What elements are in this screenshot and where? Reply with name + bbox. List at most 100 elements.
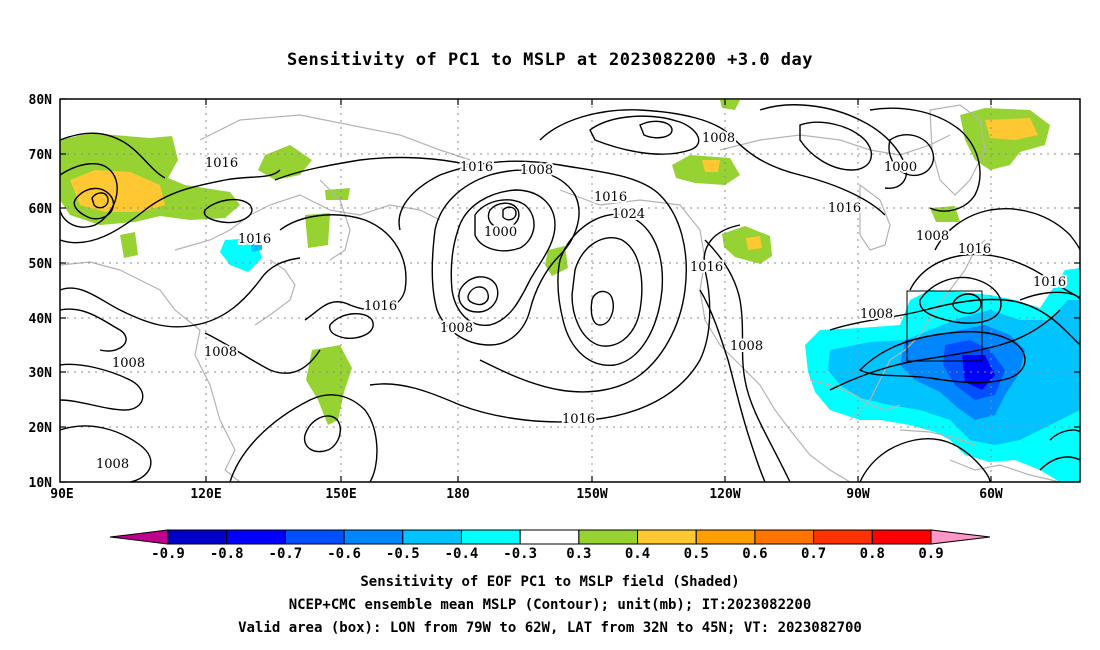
lon-label: 90E <box>50 487 73 502</box>
colorbar-swatch <box>754 529 815 545</box>
isobar <box>274 156 471 181</box>
shade-positive-region <box>306 345 352 425</box>
isobar <box>952 293 982 315</box>
lon-label: 150W <box>576 487 607 502</box>
isobar <box>303 415 342 453</box>
contour-label: 1016 <box>562 412 595 427</box>
isobar <box>919 276 1002 324</box>
contour-label: 1016 <box>594 190 627 205</box>
isobar <box>474 199 535 252</box>
coastline-greenland <box>929 104 986 196</box>
coastline-caribbean <box>899 429 976 446</box>
contour-label: 1008 <box>702 131 735 146</box>
lat-label: 60N <box>29 202 53 217</box>
isobar <box>829 309 1061 391</box>
colorbar-tick-label: 0.5 <box>684 546 709 562</box>
coastline-south-america <box>949 459 1061 482</box>
coastline-gulf <box>809 379 901 411</box>
lat-label: 80N <box>29 93 53 108</box>
coastline-japan <box>254 259 296 326</box>
contour-label: 1008 <box>440 321 473 336</box>
isobar <box>869 107 981 212</box>
lon-label: 120W <box>709 487 740 502</box>
lon-label: 120E <box>190 487 221 502</box>
coastline-asia <box>60 261 241 482</box>
shade-positive-core <box>985 118 1038 140</box>
shade-positive-core <box>746 236 762 250</box>
colorbar-tick-label: -0.4 <box>445 546 479 562</box>
colorbar-swatch <box>578 529 639 545</box>
lon-label: 60W <box>979 487 1003 502</box>
colorbar-tick-label: -0.7 <box>269 546 303 562</box>
colorbar-swatch <box>284 529 345 545</box>
mslp-contours <box>60 104 1080 482</box>
isobar <box>369 224 741 423</box>
coastline-east-asia <box>174 194 441 251</box>
contour-label: 1008 <box>520 163 553 178</box>
contour-label: 1016 <box>460 160 493 175</box>
isobar <box>589 115 700 155</box>
isobar <box>829 298 1080 346</box>
contour-label: 1008 <box>96 457 129 472</box>
isobar <box>1049 429 1080 441</box>
isobar <box>91 192 109 209</box>
contour-label: 1016 <box>364 299 397 314</box>
colorbar-tick-label: 0.8 <box>860 546 885 562</box>
shade-positive-core <box>702 160 720 172</box>
isobar <box>450 189 556 326</box>
contour-label: 1024 <box>612 207 645 222</box>
isobar <box>203 198 253 224</box>
colorbar: -0.9 -0.8 -0.7 -0.6 -0.5 -0.4 -0.3 0.3 0.4 0.5 0.6… <box>109 529 991 562</box>
isobar <box>60 257 301 328</box>
colorbar-tick-label: 0.6 <box>742 546 767 562</box>
coastline-north-america-west <box>699 289 851 482</box>
shade-positive-region <box>305 213 330 248</box>
colorbar-swatch <box>402 529 462 545</box>
colorbar-tick-label: -0.6 <box>327 546 361 562</box>
coastline-alaska <box>559 189 706 291</box>
isobar <box>934 208 1080 251</box>
isobar <box>557 213 664 366</box>
isobar <box>398 160 687 393</box>
lat-label: 70N <box>29 148 53 163</box>
colorbar-swatch <box>343 529 404 545</box>
colorbar-swatch <box>813 529 873 545</box>
isobar <box>60 425 152 482</box>
contour-label: 1000 <box>484 225 517 240</box>
contour-label: 1016 <box>690 260 723 275</box>
coastline-hudson <box>859 183 891 251</box>
isobar <box>590 290 614 326</box>
isobar <box>571 236 643 347</box>
map-frame <box>59 98 1081 483</box>
colorbar-tick-label: 0.3 <box>566 546 591 562</box>
shade-positive-region <box>258 145 312 180</box>
colorbar-swatch <box>519 529 580 545</box>
lat-label: 20N <box>29 421 53 436</box>
isobar <box>204 332 321 374</box>
isobar <box>759 104 907 189</box>
isobar <box>60 163 118 228</box>
contour-label: 1008 <box>204 345 237 360</box>
contour-label: 1008 <box>860 307 893 322</box>
lat-label: 40N <box>29 312 53 327</box>
contour-label-group: 1016 1008 1016 1008 1016 1000 1024 1008 … <box>94 129 1068 474</box>
isobar <box>60 132 166 179</box>
colorbar-swatch <box>226 529 286 545</box>
colorbar-swatch <box>637 529 697 545</box>
isobar <box>799 121 873 171</box>
lon-label: 180 <box>446 487 470 502</box>
shade-positive-region <box>120 232 138 258</box>
isobar <box>859 438 991 482</box>
valid-area-box <box>906 290 983 362</box>
caption-shading: Sensitivity of EOF PC1 to MSLP field (Sh… <box>360 574 740 590</box>
colorbar-swatch <box>167 529 228 545</box>
colorbar-tick-label: -0.5 <box>386 546 420 562</box>
shade-positive-region <box>930 206 960 222</box>
colorbar-tick-label: 0.4 <box>625 546 650 562</box>
contour-label: 1008 <box>730 339 763 354</box>
colorbar-tick-label: -0.8 <box>210 546 244 562</box>
isobar <box>704 239 791 482</box>
lat-label: 10N <box>29 476 53 491</box>
isobar <box>60 363 144 411</box>
